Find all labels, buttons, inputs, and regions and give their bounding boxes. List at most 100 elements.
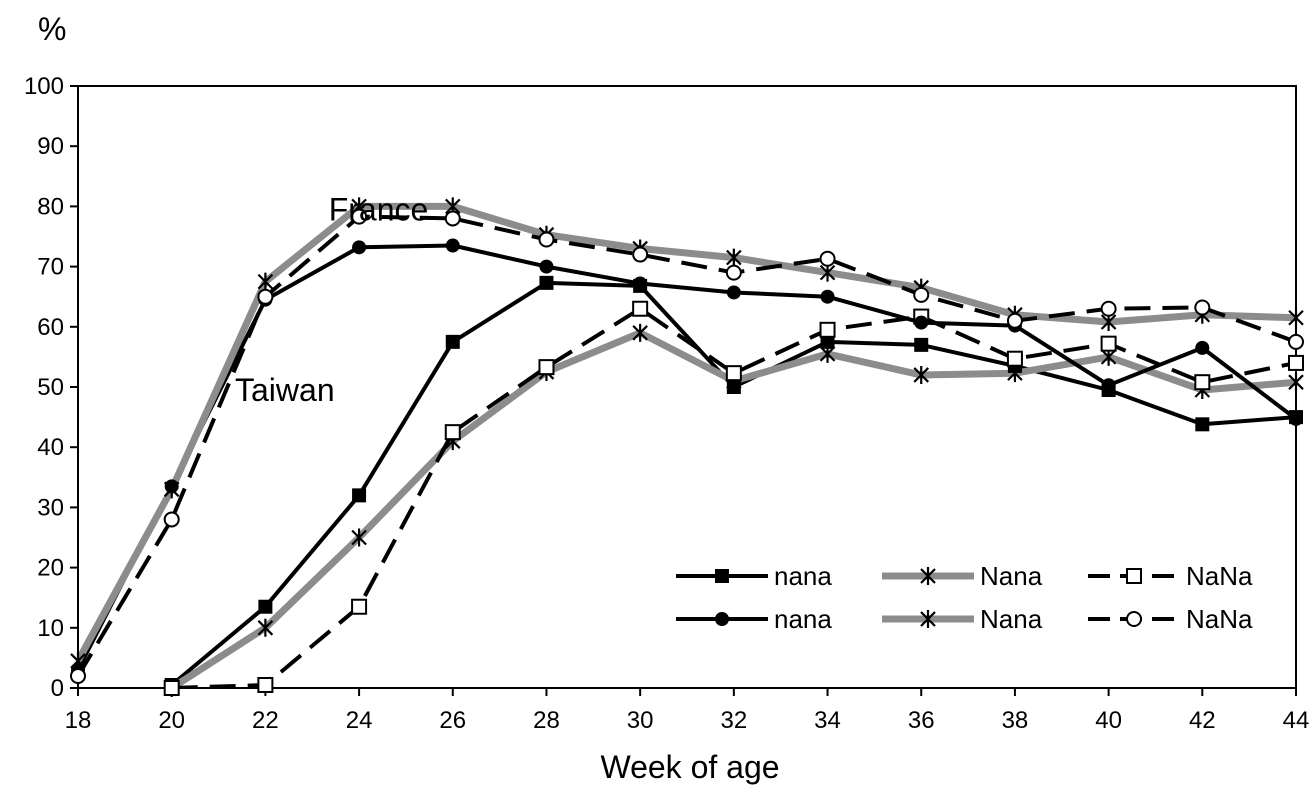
- data-point: [914, 337, 929, 352]
- x-tick-label: 22: [252, 707, 279, 734]
- y-axis-label: %: [38, 11, 66, 47]
- legend-label: NaNa: [1186, 561, 1253, 591]
- x-tick-label: 42: [1189, 707, 1216, 734]
- legend-label: nana: [774, 561, 832, 591]
- data-point: [352, 488, 367, 503]
- data-point: [352, 240, 367, 255]
- data-point: [351, 528, 367, 547]
- data-point: [445, 334, 460, 349]
- data-point: [725, 264, 742, 281]
- y-tick-label: 100: [24, 73, 64, 100]
- legend-marker: [920, 567, 936, 585]
- axis-ticks: 0 10 20 30 40 50 60 70 80 90 100 18 20 22 24 26 28 30 32 34…: [24, 73, 1309, 734]
- series-line-taiwan-nana: [170, 280, 1296, 687]
- y-tick-label: 20: [37, 555, 64, 582]
- data-point: [633, 276, 648, 291]
- x-tick-label: 36: [908, 707, 935, 734]
- data-point: [1006, 350, 1023, 367]
- x-tick-label: 34: [814, 707, 841, 734]
- x-tick-label: 26: [439, 707, 466, 734]
- data-point: [632, 246, 649, 263]
- data-point: [445, 238, 460, 253]
- y-tick-label: 50: [37, 374, 64, 401]
- legend-marker: [715, 612, 729, 626]
- data-point: [538, 359, 555, 376]
- data-point: [257, 288, 274, 305]
- data-point: [1288, 308, 1304, 327]
- data-point: [914, 315, 929, 330]
- x-tick-label: 20: [158, 707, 185, 734]
- data-point: [1100, 300, 1117, 317]
- series-markers: [70, 197, 1304, 697]
- data-point: [163, 511, 180, 528]
- data-point: [820, 289, 835, 304]
- data-point: [819, 321, 836, 338]
- data-point: [70, 667, 86, 684]
- data-point: [444, 424, 461, 441]
- group-label-france: France: [329, 191, 429, 227]
- y-tick-label: 0: [51, 675, 64, 702]
- data-point: [257, 676, 274, 693]
- data-point: [819, 344, 836, 363]
- legend-marker: [715, 569, 729, 583]
- data-point: [163, 480, 180, 499]
- data-point: [913, 365, 930, 384]
- data-point: [726, 248, 742, 267]
- x-tick-label: 44: [1283, 707, 1310, 734]
- legend-marker: [1126, 611, 1142, 627]
- data-point: [1194, 374, 1211, 391]
- series-line-france-nana: [78, 214, 1296, 678]
- y-tick-label: 90: [37, 133, 64, 160]
- data-point: [257, 618, 274, 637]
- data-point: [1194, 299, 1211, 316]
- data-point: [538, 231, 555, 248]
- y-tick-label: 70: [37, 254, 64, 281]
- legend: nana Nana NaNa nana Nana NaNa: [676, 561, 1253, 634]
- data-point: [1195, 340, 1210, 355]
- data-point: [351, 598, 368, 615]
- data-point: [444, 210, 461, 227]
- legend-label: NaNa: [1186, 604, 1253, 634]
- legend-label: nana: [774, 604, 832, 634]
- data-point: [539, 275, 554, 290]
- x-tick-label: 38: [1002, 707, 1029, 734]
- data-point: [819, 250, 836, 267]
- series-line-france-nana: [78, 202, 1296, 663]
- y-tick-label: 40: [37, 434, 64, 461]
- data-point: [1007, 364, 1023, 383]
- data-point: [1006, 312, 1023, 329]
- legend-label: Nana: [980, 604, 1043, 634]
- data-point: [1288, 373, 1304, 392]
- data-point: [725, 365, 742, 382]
- y-tick-label: 30: [37, 494, 64, 521]
- data-point: [163, 680, 180, 696]
- x-tick-label: 30: [627, 707, 654, 734]
- legend-label: Nana: [980, 561, 1043, 591]
- data-point: [1101, 378, 1116, 393]
- series-lines: [78, 202, 1296, 688]
- data-point: [1195, 417, 1210, 432]
- data-point: [1100, 335, 1117, 352]
- y-tick-label: 10: [37, 615, 64, 642]
- data-point: [632, 300, 649, 317]
- group-label-taiwan: Taiwan: [235, 372, 335, 408]
- data-point: [351, 208, 368, 225]
- data-point: [913, 286, 930, 303]
- data-point: [539, 259, 554, 274]
- data-point: [820, 334, 835, 349]
- data-point: [632, 323, 648, 342]
- x-tick-label: 40: [1095, 707, 1122, 734]
- y-tick-label: 80: [37, 193, 64, 220]
- x-tick-label: 24: [346, 707, 373, 734]
- data-point: [1289, 411, 1303, 426]
- series-line-france-nana: [78, 243, 1296, 671]
- x-tick-label: 32: [720, 707, 747, 734]
- data-point: [257, 272, 274, 291]
- data-point: [1288, 354, 1304, 371]
- legend-marker: [920, 610, 936, 628]
- x-tick-label: 18: [65, 707, 92, 734]
- data-point: [1288, 333, 1304, 350]
- data-point: [726, 285, 741, 300]
- x-tick-label: 28: [533, 707, 560, 734]
